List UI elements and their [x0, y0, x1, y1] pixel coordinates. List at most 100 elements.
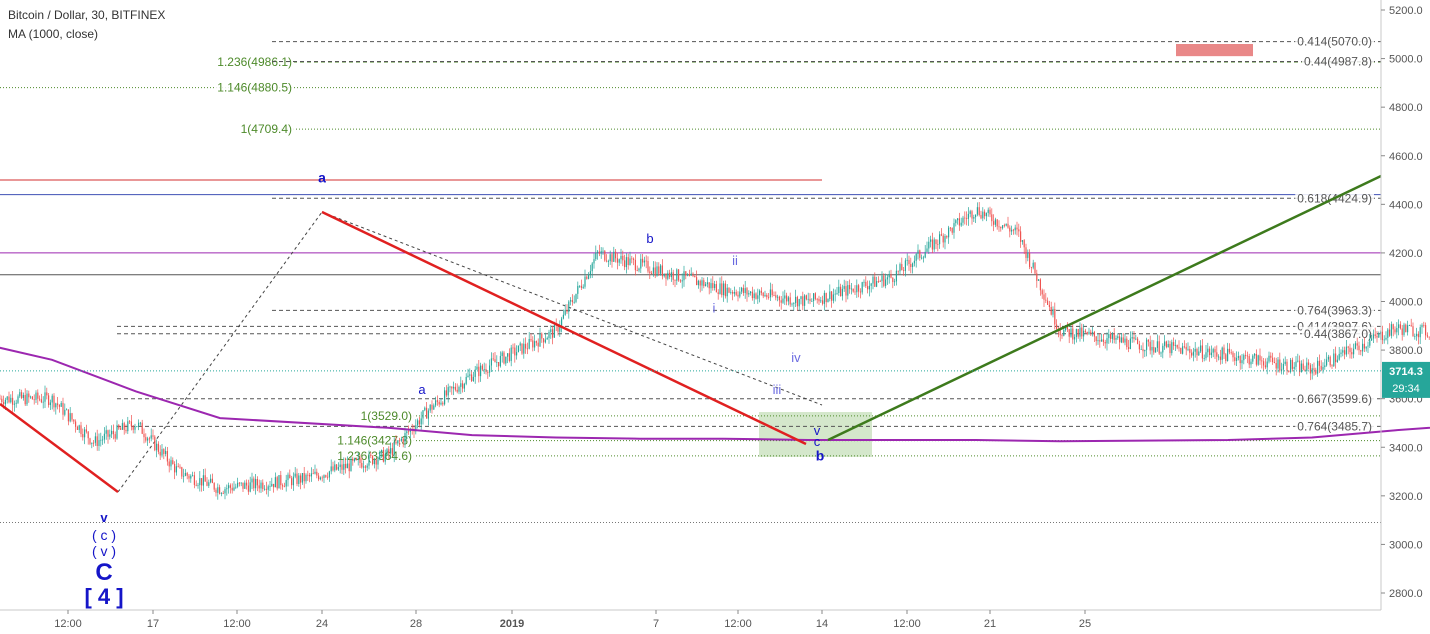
candle-body: [912, 263, 914, 268]
candle-body: [1133, 337, 1135, 339]
candle-body: [1320, 365, 1322, 370]
candle-body: [1165, 341, 1167, 348]
candle-body: [1090, 331, 1092, 333]
candle-body: [780, 300, 782, 303]
candle-body: [265, 488, 267, 490]
candle-body: [1401, 328, 1403, 335]
time-tick-label: 24: [316, 618, 328, 630]
time-tick-label: 28: [410, 618, 422, 630]
candle-body: [228, 485, 230, 489]
candle-body: [453, 386, 455, 389]
candle-body: [935, 239, 937, 245]
candle-body: [784, 295, 786, 299]
candle-body: [1227, 348, 1229, 362]
candle-body: [87, 431, 89, 439]
last-price-box: [1382, 361, 1430, 398]
candle-body: [962, 217, 964, 223]
candle-body: [1299, 360, 1301, 373]
candle-body: [1279, 359, 1281, 371]
candle-body: [49, 402, 51, 406]
price-axis[interactable]: 2800.03000.03200.03400.03600.03800.04000…: [1380, 0, 1423, 610]
candle-body: [586, 276, 588, 279]
candle-body: [667, 272, 669, 279]
candle-body: [1155, 347, 1157, 353]
candle-body: [287, 474, 289, 481]
candle-body: [1322, 367, 1324, 370]
candle-body: [1187, 348, 1189, 350]
candle-body: [1236, 357, 1238, 361]
candle-body: [771, 289, 773, 296]
candle-body: [120, 428, 122, 430]
trendlines-layer[interactable]: [0, 174, 1382, 494]
candle-body: [1259, 355, 1261, 361]
candle-body: [330, 466, 332, 472]
candle-body: [1110, 334, 1112, 339]
candle-body: [791, 303, 793, 305]
candle-body: [1180, 347, 1182, 354]
candle-body: [85, 429, 87, 432]
candle-body: [759, 290, 761, 296]
wave-stack-label: ( c ): [92, 527, 116, 543]
candle-body: [690, 273, 692, 276]
candle-body: [0, 398, 1, 400]
candle-body: [1241, 360, 1243, 364]
candle-body: [755, 293, 757, 299]
candle-body: [1047, 300, 1049, 305]
candle-body: [168, 461, 170, 467]
candle-body: [683, 271, 685, 281]
wave-label: iv: [791, 350, 801, 365]
candle-body: [1164, 341, 1166, 346]
candle-body: [370, 454, 372, 456]
candle-body: [487, 371, 489, 373]
candle-body: [751, 291, 753, 299]
candle-body: [1410, 325, 1412, 327]
candle-body: [715, 284, 717, 293]
candle-body: [595, 252, 597, 260]
candle-body: [832, 294, 834, 301]
time-axis[interactable]: 12:00 17 12:00 24 28 2019 7 12:00 14 12:00 21 25: [0, 609, 1381, 630]
candle-body: [1106, 338, 1108, 344]
candle-body: [579, 285, 581, 287]
candle-body: [609, 254, 611, 262]
candle-body: [949, 227, 951, 229]
candle-body: [345, 463, 347, 469]
candle-body: [1070, 328, 1072, 337]
candle-body: [1140, 349, 1142, 350]
candle-body: [229, 485, 231, 488]
time-tick-label: 12:00: [724, 618, 752, 630]
candle-body: [888, 274, 890, 278]
candle-body: [562, 314, 564, 319]
fib-level-label-bg: [358, 408, 414, 423]
candle-body: [1246, 355, 1248, 357]
candle-body: [840, 286, 842, 297]
candle-body: [296, 473, 298, 484]
wave-stack-label: C: [95, 559, 112, 586]
candle-body: [696, 277, 698, 286]
candle-body: [276, 477, 278, 489]
candle-body: [181, 467, 183, 477]
candle-body: [447, 387, 449, 396]
candle-body: [552, 329, 554, 338]
candle-body: [921, 257, 923, 259]
candle-body: [1254, 353, 1256, 356]
fib-level-label: 1.236(4986.1): [217, 55, 292, 69]
candle-body: [859, 291, 861, 293]
candle-body: [1048, 304, 1050, 307]
candle-body: [1209, 348, 1211, 356]
candle-body: [165, 451, 167, 454]
candle-body: [814, 293, 816, 299]
candle-body: [958, 218, 960, 226]
candle-body: [354, 458, 356, 461]
candle-body: [1309, 365, 1311, 374]
candle-body: [539, 333, 541, 347]
candle-body: [1354, 343, 1356, 349]
candle-body: [678, 269, 680, 281]
candle-body: [647, 261, 649, 272]
candle-body: [1052, 309, 1054, 315]
candle-body: [966, 218, 968, 220]
candle-body: [415, 425, 417, 432]
candle-body: [710, 283, 712, 289]
candle-body: [125, 429, 127, 432]
candle-body: [964, 217, 966, 219]
